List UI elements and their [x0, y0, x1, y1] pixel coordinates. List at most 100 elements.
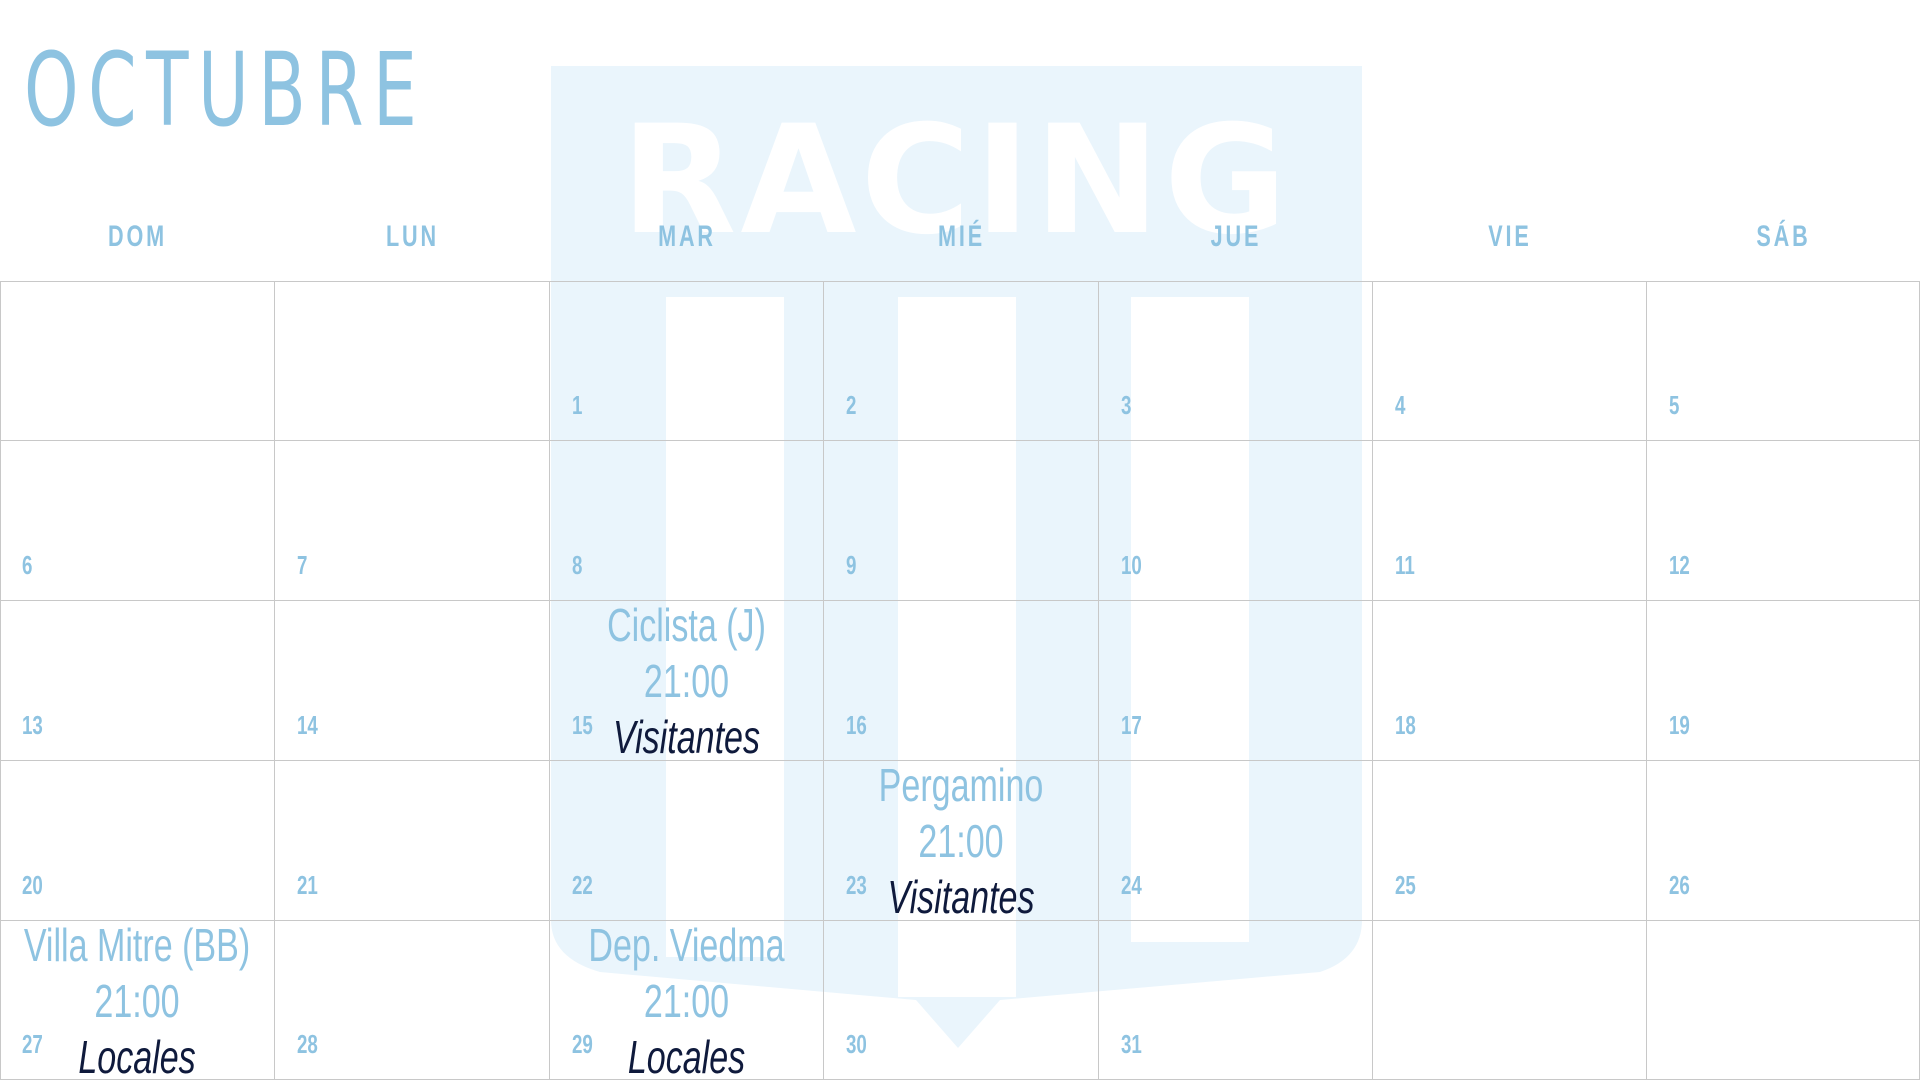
- day-number: 19: [1669, 710, 1690, 740]
- grid-top-border: [0, 281, 1920, 282]
- day-number: 8: [572, 550, 583, 580]
- day-number: 26: [1669, 870, 1690, 900]
- day-number: 24: [1121, 870, 1142, 900]
- match-time: 21:00: [918, 815, 1004, 867]
- match-details: Villa Mitre (BB) 21:00 Locales: [0, 917, 314, 1085]
- match-venue: Locales: [627, 1031, 746, 1083]
- day-number: 25: [1395, 870, 1416, 900]
- day-number: 14: [297, 710, 318, 740]
- day-number: 10: [1121, 550, 1142, 580]
- day-cell-1[interactable]: 1: [550, 281, 824, 441]
- empty-day-cell[interactable]: [1647, 921, 1920, 1080]
- day-number: 3: [1121, 390, 1132, 420]
- day-number: 9: [846, 550, 857, 580]
- day-number: 22: [572, 870, 593, 900]
- match-opponent: Dep. Viedma: [588, 919, 785, 971]
- day-number: 18: [1395, 710, 1416, 740]
- day-cell-5[interactable]: 5: [1647, 281, 1920, 441]
- calendar-grid: 1 2 3 4 5 6 7 8 9 10 11 12 13 14 15 Ciclista (J) 21:00 Vi…: [0, 281, 1920, 1083]
- day-number: 6: [22, 550, 33, 580]
- match-event[interactable]: Dep. Viedma 21:00 Locales: [550, 919, 823, 1083]
- match-venue: Visitantes: [887, 871, 1035, 923]
- day-number: 11: [1395, 550, 1415, 580]
- empty-day-cell[interactable]: [1373, 921, 1647, 1080]
- day-number: 30: [846, 1029, 867, 1059]
- empty-day-cell[interactable]: [275, 281, 550, 441]
- day-number: 13: [22, 710, 43, 740]
- day-number: 1: [572, 390, 583, 420]
- weekday-2: MAR: [658, 220, 716, 253]
- day-cell-17[interactable]: 17: [1099, 601, 1373, 761]
- day-cell-12[interactable]: 12: [1647, 441, 1920, 601]
- match-venue: Locales: [78, 1031, 196, 1083]
- day-number: 2: [846, 390, 857, 420]
- day-cell-30[interactable]: 30: [824, 921, 1099, 1080]
- day-number: 16: [846, 710, 867, 740]
- day-number: 31: [1121, 1029, 1142, 1059]
- day-cell-2[interactable]: 2: [824, 281, 1099, 441]
- day-cell-31[interactable]: 31: [1099, 921, 1373, 1080]
- match-event[interactable]: Ciclista (J) 21:00 Visitantes: [550, 599, 823, 763]
- match-details: Dep. Viedma 21:00 Locales: [510, 917, 863, 1085]
- match-time: 21:00: [643, 655, 730, 707]
- match-details: Pergamino 21:00 Visitantes: [784, 757, 1138, 925]
- day-cell-6[interactable]: 6: [0, 441, 275, 601]
- day-cell-10[interactable]: 10: [1099, 441, 1373, 601]
- day-cell-28[interactable]: 28: [275, 921, 550, 1080]
- day-cell-25[interactable]: 25: [1373, 761, 1647, 921]
- day-cell-9[interactable]: 9: [824, 441, 1099, 601]
- day-cell-27[interactable]: 27 Villa Mitre (BB) 21:00 Locales: [0, 919, 275, 1083]
- day-cell-11[interactable]: 11: [1373, 441, 1647, 601]
- weekday-6: SÁB: [1756, 220, 1811, 253]
- day-number: 7: [297, 550, 308, 580]
- weekday-header: DOM LUN MAR MIÉ JUE VIE SÁB: [0, 220, 1920, 260]
- day-cell-16[interactable]: 16: [824, 601, 1099, 761]
- match-opponent: Ciclista (J): [607, 599, 766, 651]
- day-cell-13[interactable]: 13: [0, 601, 275, 761]
- month-title: OCTUBRE: [24, 31, 427, 150]
- day-cell-19[interactable]: 19: [1647, 601, 1920, 761]
- weekday-5: VIE: [1488, 220, 1532, 253]
- day-number: 21: [297, 870, 318, 900]
- day-cell-4[interactable]: 4: [1373, 281, 1647, 441]
- day-cell-14[interactable]: 14: [275, 601, 550, 761]
- day-cell-3[interactable]: 3: [1099, 281, 1373, 441]
- day-number: 5: [1669, 390, 1680, 420]
- day-number: 17: [1121, 710, 1142, 740]
- match-opponent: Villa Mitre (BB): [23, 919, 251, 971]
- day-cell-20[interactable]: 20: [0, 761, 275, 921]
- day-number: 20: [22, 870, 43, 900]
- weekday-0: DOM: [107, 220, 168, 253]
- day-number: 15: [572, 710, 593, 740]
- day-number: 29: [572, 1029, 593, 1059]
- grid-left-border: [0, 281, 1, 1080]
- day-number: 4: [1395, 390, 1406, 420]
- day-cell-15[interactable]: 15 Ciclista (J) 21:00 Visitantes: [550, 599, 824, 763]
- day-cell-24[interactable]: 24: [1099, 761, 1373, 921]
- day-number: 12: [1669, 550, 1690, 580]
- day-cell-21[interactable]: 21: [275, 761, 550, 921]
- match-event[interactable]: Villa Mitre (BB) 21:00 Locales: [0, 919, 274, 1083]
- day-cell-29[interactable]: 29 Dep. Viedma 21:00 Locales: [550, 919, 824, 1083]
- match-opponent: Pergamino: [878, 759, 1044, 811]
- match-time: 21:00: [94, 975, 180, 1027]
- match-event[interactable]: Pergamino 21:00 Visitantes: [824, 759, 1098, 923]
- day-cell-22[interactable]: 22: [550, 761, 824, 921]
- empty-day-cell[interactable]: [0, 281, 275, 441]
- match-details: Ciclista (J) 21:00 Visitantes: [510, 597, 863, 765]
- day-cell-18[interactable]: 18: [1373, 601, 1647, 761]
- day-number: 27: [22, 1029, 43, 1059]
- racing-wordmark: RACING: [621, 94, 1291, 268]
- day-cell-23[interactable]: 23 Pergamino 21:00 Visitantes: [824, 759, 1099, 923]
- weekday-3: MIÉ: [937, 220, 986, 253]
- day-cell-8[interactable]: 8: [550, 441, 824, 601]
- weekday-4: JUE: [1210, 220, 1262, 253]
- day-cell-26[interactable]: 26: [1647, 761, 1920, 921]
- weekday-1: LUN: [385, 220, 440, 253]
- match-time: 21:00: [643, 975, 730, 1027]
- match-venue: Visitantes: [613, 711, 760, 763]
- day-cell-7[interactable]: 7: [275, 441, 550, 601]
- day-number: 28: [297, 1029, 318, 1059]
- day-number: 23: [846, 870, 867, 900]
